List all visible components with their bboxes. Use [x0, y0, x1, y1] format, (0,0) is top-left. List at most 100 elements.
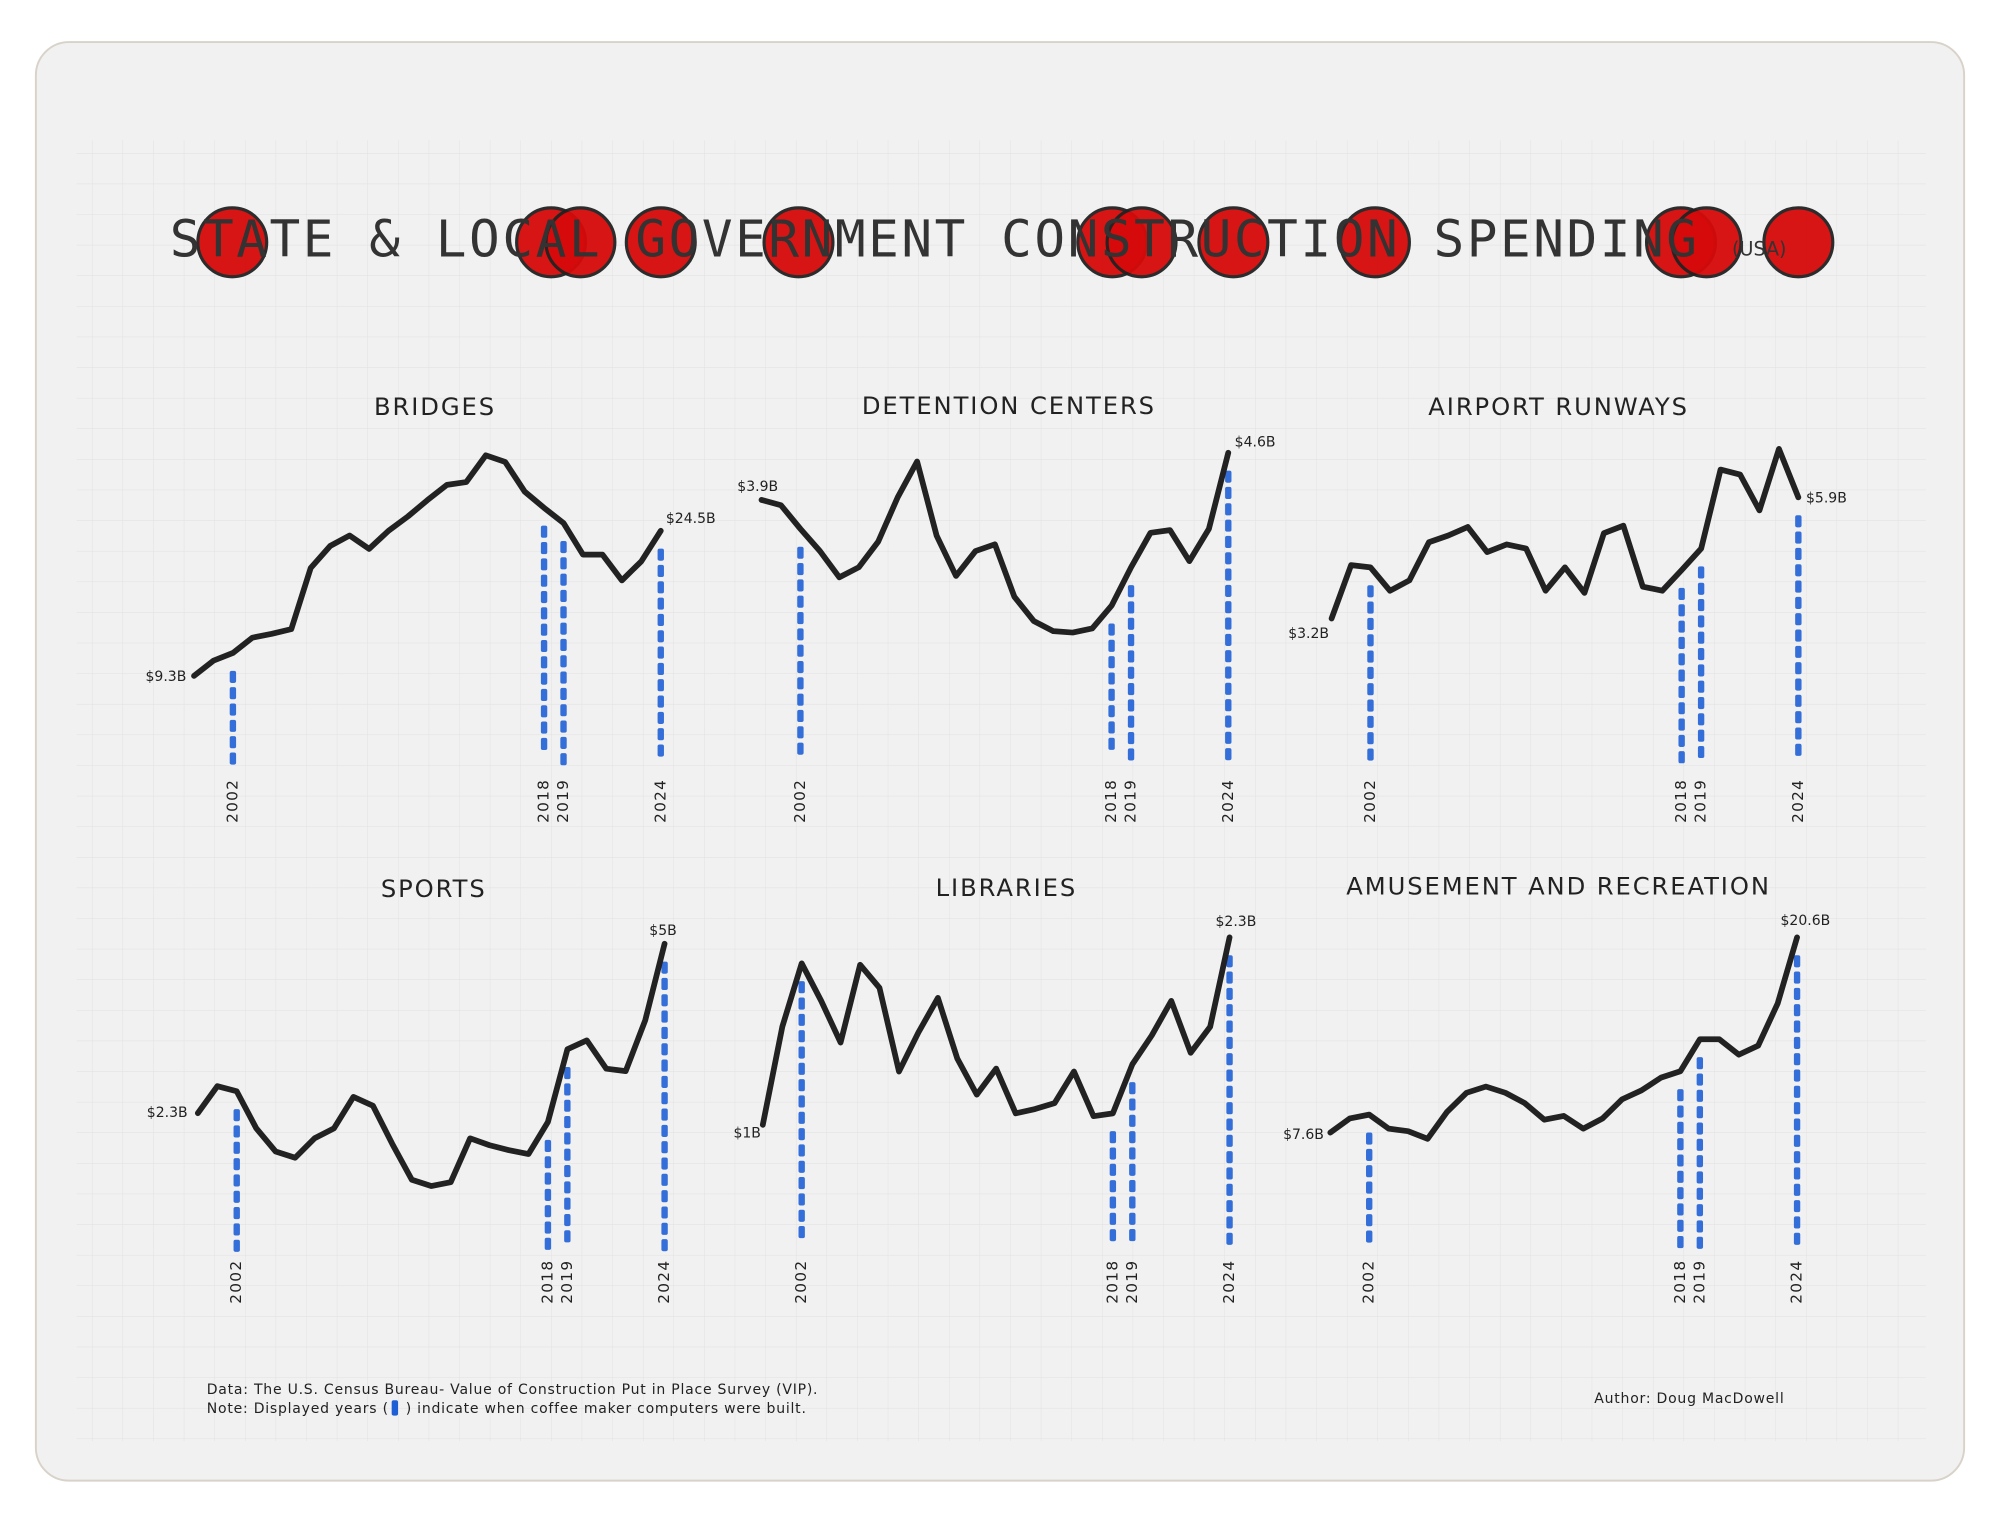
coffee-maker-icon	[798, 1128, 805, 1141]
coffee-maker-icon	[1225, 666, 1232, 679]
coffee-maker-icon	[1678, 587, 1685, 601]
coffee-maker-icon	[1127, 617, 1135, 630]
coffee-maker-icon	[1226, 1200, 1233, 1213]
coffee-maker-icon	[1367, 683, 1374, 696]
coffee-maker-icon	[1367, 634, 1374, 647]
coffee-maker-icon	[1129, 1114, 1136, 1127]
red-dot	[762, 206, 835, 279]
coffee-maker-icon	[1793, 1167, 1801, 1180]
coffee-maker-icon	[1225, 650, 1232, 663]
source-note: Data: The U.S. Census Bureau- Value of C…	[207, 1382, 819, 1398]
coffee-maker-icon	[797, 563, 804, 576]
coffee-maker-icon	[798, 1013, 805, 1026]
coffee-maker-icon	[1697, 745, 1705, 759]
coffee-maker-icon	[661, 1190, 668, 1203]
red-dot	[1197, 206, 1270, 279]
coffee-maker-icon	[1225, 715, 1232, 728]
coffee-maker-icon	[1367, 617, 1374, 630]
note-end: ) indicate when coffee maker computers w…	[406, 1401, 807, 1417]
coffee-maker-icon	[1677, 1203, 1684, 1216]
coffee-maker-icon	[1108, 737, 1115, 750]
coffee-maker-icon	[1367, 666, 1374, 679]
coffee-maker-icon	[657, 548, 664, 561]
coffee-maker-icon	[1795, 613, 1802, 626]
coffee-maker-icon	[1366, 1197, 1373, 1210]
year-label: 2024	[1789, 779, 1807, 823]
coffee-maker-icon	[540, 574, 548, 587]
coffee-maker-icon	[1226, 1216, 1233, 1229]
coffee-maker-icon	[540, 721, 548, 734]
coffee-maker-icon	[1226, 1085, 1233, 1098]
coffee-maker-icon	[1108, 688, 1115, 701]
coffee-maker-icon	[1225, 519, 1232, 532]
coffee-maker-icon	[1697, 599, 1705, 612]
coffee-maker-icon	[229, 687, 237, 700]
coffee-maker-icon	[1793, 1151, 1801, 1164]
year-label: 2018	[538, 1260, 556, 1304]
value-label: $1B	[733, 1126, 760, 1142]
coffee-maker-icon	[1793, 1134, 1801, 1147]
coffee-maker-icon	[661, 1010, 668, 1023]
year-label: 2024	[655, 1260, 673, 1304]
coffee-maker-icon	[661, 1075, 668, 1088]
value-label: $20.6B	[1780, 913, 1830, 929]
coffee-maker-icon	[544, 1221, 552, 1234]
coffee-maker-icon	[1677, 1138, 1684, 1151]
year-label: 2019	[1692, 779, 1710, 823]
coffee-maker-icon	[560, 557, 567, 570]
coffee-maker-icon	[1795, 580, 1802, 593]
coffee-maker-icon	[1109, 1163, 1117, 1176]
coffee-maker-icon	[1795, 547, 1802, 560]
coffee-maker-icon	[1129, 1229, 1136, 1242]
coffee-maker-icon	[1127, 601, 1135, 614]
author: Author: Doug MacDowell	[1594, 1391, 1784, 1407]
coffee-maker-icon	[1697, 664, 1705, 677]
coffee-maker-icon	[1793, 1118, 1801, 1131]
coffee-maker-icon	[1226, 1053, 1233, 1066]
coffee-maker-icon	[1108, 656, 1115, 669]
coffee-maker-icon	[544, 1156, 552, 1169]
value-label: $4.6B	[1235, 435, 1276, 451]
note-start: Note: Displayed years (	[207, 1401, 389, 1417]
coffee-maker-icon	[1677, 1170, 1684, 1183]
coffee-maker-icon	[1225, 552, 1232, 565]
coffee-maker-icon	[661, 1043, 668, 1056]
coffee-maker-icon	[233, 1125, 240, 1138]
year-label: 2019	[1690, 1260, 1708, 1304]
coffee-maker-icon	[1793, 1053, 1801, 1066]
coffee-maker-icon	[1108, 672, 1115, 685]
coffee-maker-icon	[1108, 705, 1115, 718]
data-line	[1327, 934, 1800, 1142]
coffee-maker-icon	[1226, 1020, 1233, 1033]
red-dot	[196, 206, 269, 279]
coffee-maker-icon	[1367, 601, 1374, 614]
coffee-maker-icon	[1678, 751, 1685, 764]
coffee-maker-icon	[1225, 617, 1232, 630]
value-label: $7.6B	[1283, 1127, 1324, 1143]
coffee-maker-icon	[560, 704, 567, 717]
main-title: STATE & LOCAL GOVERNMENT CONSTRUCTION SP…	[170, 210, 1700, 269]
coffee-maker-icon	[798, 1111, 805, 1124]
coffee-maker-icon	[1793, 1232, 1801, 1245]
coffee-maker-icon	[1678, 653, 1685, 666]
coffee-maker-icon	[1678, 702, 1685, 715]
coffee-maker-icon	[657, 613, 664, 627]
coffee-maker-icon	[1793, 1020, 1801, 1033]
coffee-maker-icon	[798, 1209, 805, 1222]
coffee-maker-icon	[797, 644, 804, 657]
coffee-maker-icon	[1793, 1102, 1801, 1115]
coffee-maker-icon	[1226, 1004, 1233, 1017]
coffee-maker-icon	[797, 579, 804, 592]
coffee-maker-icon	[1226, 1232, 1233, 1245]
coffee-maker-icon	[1677, 1187, 1684, 1200]
coffee-maker-icon	[1109, 1180, 1117, 1193]
coffee-maker-icon	[798, 1030, 805, 1043]
coffee-maker-icon	[540, 737, 548, 750]
year-label: 2018	[1103, 1260, 1121, 1304]
red-dot	[624, 206, 697, 279]
data-line	[759, 934, 1233, 1128]
coffee-maker-icon	[1226, 1036, 1233, 1049]
year-label: 2019	[1123, 1260, 1141, 1304]
year-label: 2024	[1220, 1260, 1238, 1304]
